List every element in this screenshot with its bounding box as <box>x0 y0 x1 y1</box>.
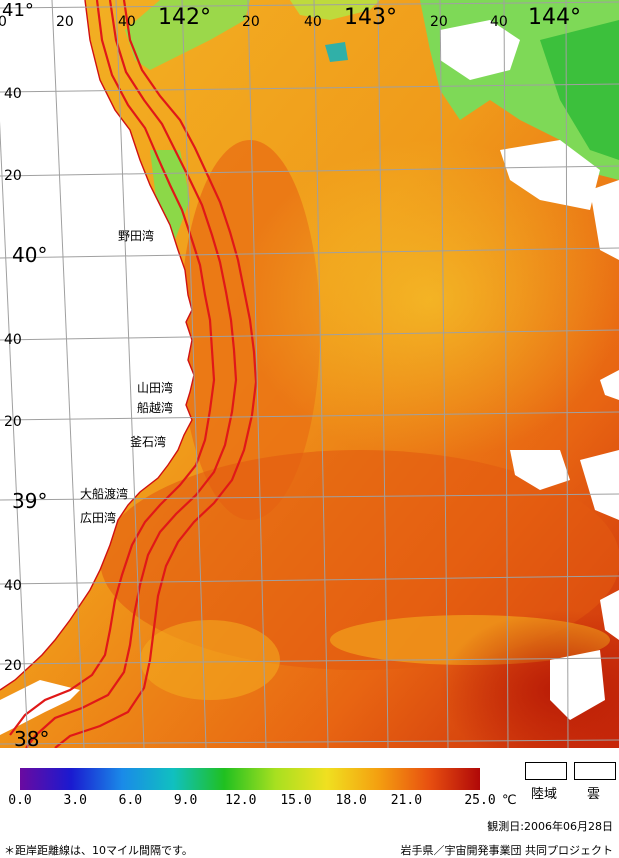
distance-line-10mi <box>9 0 216 736</box>
lon-label: 144° <box>528 5 581 30</box>
land <box>0 0 194 690</box>
lon-label: 40 <box>304 14 322 30</box>
scale-tick-label: 6.0 <box>118 793 143 808</box>
distance-line-note: ＊距岸距離線は、10マイル間隔です。 <box>4 844 193 857</box>
place-label-kamaishi: 釜石湾 <box>130 434 166 449</box>
cold-water <box>540 20 619 160</box>
distance-line-20mi <box>25 0 238 748</box>
lon-label: 20 <box>430 14 448 30</box>
lon-label: 0 <box>0 14 7 30</box>
place-label-funakoshi: 船越湾 <box>137 400 173 415</box>
scale-tick-label: 25.0 <box>464 793 496 808</box>
place-label-noda: 野田湾 <box>118 228 154 243</box>
graticule <box>0 0 619 748</box>
lat-label: 40 <box>4 86 22 102</box>
scale-tick-label: 15.0 <box>280 793 312 808</box>
cloud-key-box <box>574 762 616 780</box>
land-key-box <box>525 762 567 780</box>
land-key-label: 陸域 <box>531 787 558 802</box>
lat-label: 20 <box>4 168 22 184</box>
observation-date: 観測日:2006年06月28日 <box>487 820 613 833</box>
cool-patch <box>140 620 280 700</box>
scale-tick-label: 3.0 <box>63 793 87 808</box>
warm-patch <box>100 450 619 670</box>
place-label-ofunato: 大船渡湾 <box>80 486 128 501</box>
cold-water <box>125 0 250 70</box>
place-label-hirota: 広田湾 <box>80 510 116 525</box>
temperature-unit: ℃ <box>502 793 517 808</box>
lon-label: 143° <box>344 5 397 30</box>
lon-label: 40 <box>490 14 508 30</box>
scale-tick-label: 12.0 <box>225 793 257 808</box>
lat-label: 20 <box>4 414 22 430</box>
lat-label: 20 <box>4 658 22 674</box>
scale-tick-label: 9.0 <box>173 793 198 808</box>
distance-line-30mi <box>54 0 258 748</box>
lon-label: 20 <box>56 14 74 30</box>
credit-text: 岩手県／宇宙開発事業団 共同プロジェクト <box>400 844 614 857</box>
lon-label: 20 <box>242 14 260 30</box>
cloud-areas <box>325 20 619 720</box>
scale-tick-label: 0.0 <box>8 793 32 808</box>
lat-label: 40 <box>4 578 22 594</box>
cool-patch <box>240 140 619 460</box>
coastline <box>0 0 195 691</box>
cloud-key-label: 雲 <box>587 787 601 802</box>
lat-label: 40° <box>12 243 47 267</box>
lat-label: 40 <box>4 332 22 348</box>
temperature-color-scale <box>20 768 480 790</box>
lat-label: 39° <box>12 489 47 513</box>
lat-label: 38° <box>14 727 49 748</box>
scale-tick-label: 18.0 <box>335 793 367 808</box>
lat-label: 41° <box>2 0 34 21</box>
scale-tick-label: 21.0 <box>390 793 423 808</box>
lon-label: 40 <box>118 14 136 30</box>
place-label-yamada: 山田湾 <box>137 380 173 395</box>
lon-label: 142° <box>158 5 211 30</box>
sst-map: 41° 40 20 40° 40 20 39° 40 20 38° 0 20 4… <box>0 0 619 748</box>
